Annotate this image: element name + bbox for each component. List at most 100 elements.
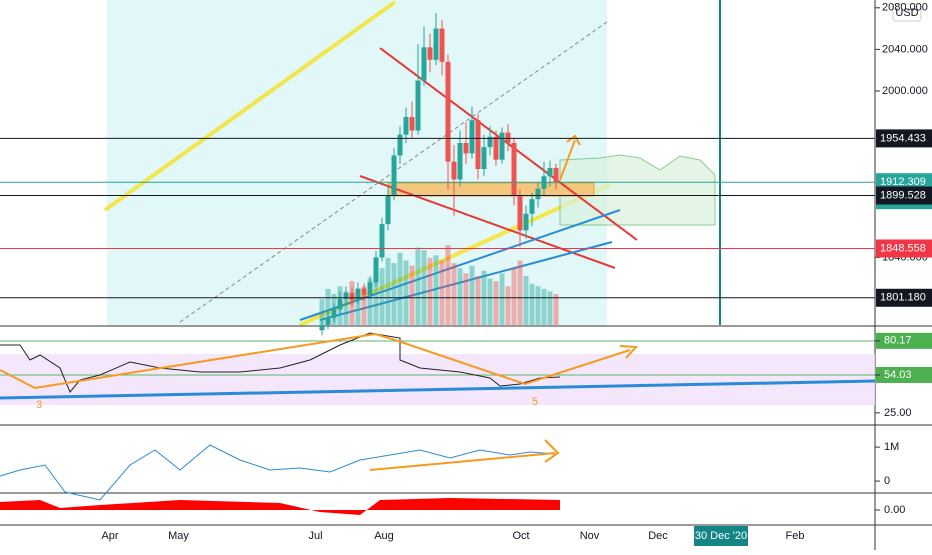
volume-bar xyxy=(445,245,451,325)
y-tick-label: 2000.000 xyxy=(882,85,928,97)
volume-indicator xyxy=(0,444,556,501)
candle-body xyxy=(511,143,517,195)
x-tick-label: Jul xyxy=(308,530,322,542)
volume-bar xyxy=(547,291,553,325)
volume-bar xyxy=(439,260,445,325)
volume-bar xyxy=(385,257,391,325)
candle-body xyxy=(445,61,451,162)
volume-bar xyxy=(541,288,547,325)
candle-body xyxy=(379,224,385,258)
volume-bar xyxy=(517,260,523,325)
cloud xyxy=(559,154,716,226)
trend-line xyxy=(299,209,621,321)
volume-bar xyxy=(529,283,535,325)
arrow xyxy=(369,439,560,471)
volume-bar xyxy=(409,265,415,325)
volume-bar xyxy=(451,263,457,325)
arrow xyxy=(559,134,581,181)
rsi-label: 54.03 xyxy=(884,369,912,381)
trend-line xyxy=(103,0,397,212)
candle-body xyxy=(337,299,343,310)
candle-body xyxy=(463,143,469,154)
price-label: 1899.528 xyxy=(880,189,926,201)
candle-body xyxy=(403,117,409,135)
volume-axis-label: 0 xyxy=(884,475,890,487)
volume-bar xyxy=(511,268,517,325)
candle-body xyxy=(505,132,511,143)
candle-body xyxy=(355,288,361,301)
volume-bar xyxy=(403,260,409,325)
rsi-step xyxy=(0,332,561,393)
volume-bar xyxy=(493,281,499,325)
volume-bar xyxy=(475,275,481,325)
volume-bar xyxy=(487,278,493,325)
volume-bar xyxy=(433,255,439,325)
price-label: 1912.309 xyxy=(880,176,926,188)
y-tick-label: 2080.000 xyxy=(882,2,928,14)
volume-bar xyxy=(415,247,421,325)
price-tag xyxy=(876,186,932,205)
x-tick-label: May xyxy=(168,530,189,542)
rsi-tag xyxy=(876,366,932,383)
y-tick-label: 2040.000 xyxy=(882,43,928,55)
currency: USD xyxy=(895,7,918,19)
volume-bar xyxy=(535,286,541,325)
volume-bar xyxy=(319,299,325,325)
candle-body xyxy=(499,132,505,160)
highlight-zone xyxy=(107,0,607,325)
volume-bar xyxy=(343,291,349,325)
candle-body xyxy=(391,155,397,195)
x-tick-label: Nov xyxy=(580,530,600,542)
volume-bar xyxy=(325,288,331,325)
candle-body xyxy=(319,325,325,331)
price-label: 1954.433 xyxy=(880,132,926,144)
candle-body xyxy=(397,134,403,156)
price-tag xyxy=(876,129,932,148)
candle-body xyxy=(481,147,487,169)
candle-body xyxy=(475,120,481,169)
candle-body xyxy=(433,28,439,60)
candle-body xyxy=(325,317,331,325)
price-tag xyxy=(876,288,932,307)
candle-body xyxy=(529,199,535,214)
candle-body xyxy=(469,120,475,154)
x-tick-label: Aug xyxy=(374,530,394,542)
volume-bar xyxy=(391,263,397,325)
crosshair-label: 30 Dec '20 xyxy=(695,530,747,542)
candle-body xyxy=(487,136,493,148)
volume-bar xyxy=(505,286,511,325)
volume-bar xyxy=(373,273,379,325)
currency-box xyxy=(892,3,922,22)
candle-body xyxy=(367,282,373,295)
crosshair-tag xyxy=(694,526,748,546)
candle-body xyxy=(415,80,421,131)
volume-bar xyxy=(457,268,463,325)
volume-bar xyxy=(427,257,433,325)
rsi-band xyxy=(0,354,875,405)
candle-body xyxy=(457,143,463,180)
oscillator-area xyxy=(0,498,560,515)
rsi-label: 80.17 xyxy=(884,335,912,347)
volume-bar xyxy=(355,296,361,325)
candle-body xyxy=(523,213,529,231)
x-tick-label: Feb xyxy=(786,530,805,542)
rsi-tag xyxy=(876,332,932,349)
candle-body xyxy=(493,136,499,160)
candle-body xyxy=(535,188,541,200)
candle-body xyxy=(421,47,427,81)
price-tag xyxy=(876,239,932,258)
volume-axis-label: 1M xyxy=(884,441,899,453)
candle-body xyxy=(349,292,355,301)
trend-line xyxy=(319,241,613,321)
annotation: 5 xyxy=(532,396,538,408)
volume-bar xyxy=(469,265,475,325)
volume-bar xyxy=(499,273,505,325)
price-label: 1801.180 xyxy=(880,292,926,304)
volume-bar xyxy=(397,252,403,325)
candle-body xyxy=(439,28,445,62)
candle-body xyxy=(385,195,391,225)
volume-bar xyxy=(523,275,529,325)
candle-body xyxy=(427,47,433,60)
annotation: 3 xyxy=(36,399,42,411)
candle-body xyxy=(553,167,559,183)
